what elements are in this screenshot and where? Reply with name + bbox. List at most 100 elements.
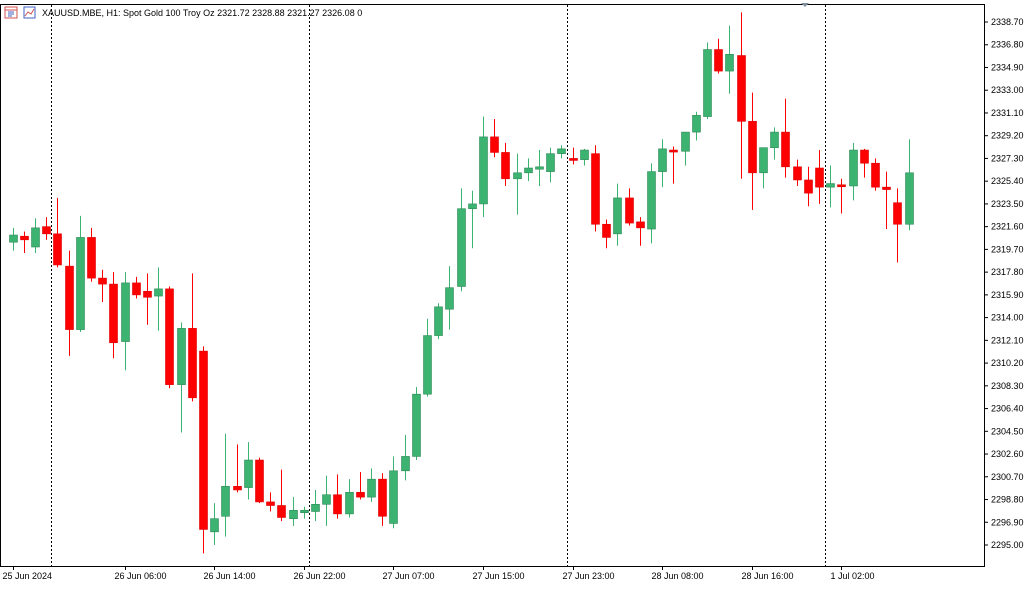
candle[interactable] <box>613 183 622 246</box>
candle[interactable] <box>199 346 208 554</box>
price-tick-label: 2308.30 <box>991 381 1024 391</box>
price-tick-label: 2300.70 <box>991 472 1024 482</box>
candle[interactable] <box>423 318 432 397</box>
time-tick-label: 27 Jun 15:00 <box>473 571 525 581</box>
candle[interactable] <box>244 442 253 500</box>
candle[interactable] <box>233 444 242 493</box>
candle-body <box>837 184 846 188</box>
candle[interactable] <box>322 475 331 526</box>
candle[interactable] <box>580 148 589 166</box>
candle[interactable] <box>569 147 578 165</box>
candle[interactable] <box>98 269 107 303</box>
candle[interactable] <box>658 139 667 188</box>
candle[interactable] <box>20 231 29 253</box>
candle[interactable] <box>524 158 533 182</box>
candle[interactable] <box>177 322 186 433</box>
candle[interactable] <box>445 266 454 330</box>
candle[interactable] <box>221 433 230 537</box>
candle-body <box>468 203 477 210</box>
candle[interactable] <box>490 118 499 158</box>
candle[interactable] <box>793 159 802 186</box>
candle[interactable] <box>132 276 141 299</box>
candle[interactable] <box>277 469 286 522</box>
candle[interactable] <box>434 303 443 340</box>
candle[interactable] <box>255 457 264 504</box>
candle[interactable] <box>737 12 746 179</box>
candle[interactable] <box>457 188 466 292</box>
candle-body <box>692 115 701 133</box>
candle[interactable] <box>210 503 219 545</box>
candle[interactable] <box>781 98 790 178</box>
candle[interactable] <box>501 142 510 186</box>
candle[interactable] <box>65 250 74 356</box>
candle[interactable] <box>602 219 611 249</box>
candle[interactable] <box>412 387 421 461</box>
candle[interactable] <box>367 468 376 502</box>
candle[interactable] <box>76 215 85 332</box>
candle-body <box>9 234 18 243</box>
candle[interactable] <box>804 166 813 207</box>
candle-body <box>311 504 320 512</box>
candle[interactable] <box>121 272 130 371</box>
candle[interactable] <box>42 217 51 240</box>
candle[interactable] <box>9 227 18 251</box>
candle[interactable] <box>714 38 723 74</box>
candle[interactable] <box>882 171 891 230</box>
time-tick-label: 28 Jun 16:00 <box>742 571 794 581</box>
candle-body <box>602 223 611 238</box>
scroll-marker-icon[interactable] <box>801 3 809 7</box>
candle[interactable] <box>625 188 634 226</box>
price-tick-label: 2336.80 <box>991 40 1024 50</box>
candle[interactable] <box>311 489 320 522</box>
candle[interactable] <box>893 188 902 263</box>
candle[interactable] <box>849 142 858 201</box>
candle[interactable] <box>860 148 869 178</box>
candle[interactable] <box>770 127 779 160</box>
candle[interactable] <box>681 131 690 166</box>
candle-body <box>221 486 230 517</box>
candle[interactable] <box>401 434 410 481</box>
candle-body <box>378 478 387 517</box>
candle[interactable] <box>188 273 197 402</box>
candle[interactable] <box>165 286 174 389</box>
candle[interactable] <box>109 272 118 359</box>
candle[interactable] <box>31 218 40 253</box>
candle[interactable] <box>389 456 398 529</box>
candle[interactable] <box>647 163 656 244</box>
candle[interactable] <box>905 139 914 231</box>
candle[interactable] <box>546 147 555 183</box>
candle[interactable] <box>837 178 846 214</box>
candle[interactable] <box>378 473 387 526</box>
candle[interactable] <box>289 497 298 526</box>
candle[interactable] <box>703 42 712 119</box>
candle[interactable] <box>468 190 477 249</box>
candle[interactable] <box>345 479 354 518</box>
candle[interactable] <box>535 150 544 186</box>
candle[interactable] <box>154 267 163 331</box>
candle[interactable] <box>669 146 678 184</box>
candle[interactable] <box>53 197 62 268</box>
candle[interactable] <box>87 227 96 282</box>
candle[interactable] <box>300 506 309 519</box>
candle-body <box>860 149 869 164</box>
candle[interactable] <box>748 92 757 210</box>
candle[interactable] <box>557 145 566 159</box>
candle[interactable] <box>692 111 701 141</box>
candle[interactable] <box>725 25 734 94</box>
candle[interactable] <box>871 158 880 191</box>
candle[interactable] <box>479 116 488 218</box>
candle[interactable] <box>759 147 768 189</box>
candle[interactable] <box>266 492 275 512</box>
candle[interactable] <box>333 474 342 519</box>
price-tick-label: 2321.60 <box>991 222 1024 232</box>
candle[interactable] <box>636 217 645 246</box>
candle[interactable] <box>826 165 835 208</box>
chart-header: XAUUSD.MBE, H1: Spot Gold 100 Troy Oz 23… <box>4 6 362 19</box>
candle[interactable] <box>513 153 522 215</box>
candle[interactable] <box>356 471 365 500</box>
candle[interactable] <box>591 145 600 232</box>
candle[interactable] <box>143 273 152 325</box>
candle[interactable] <box>815 150 824 204</box>
